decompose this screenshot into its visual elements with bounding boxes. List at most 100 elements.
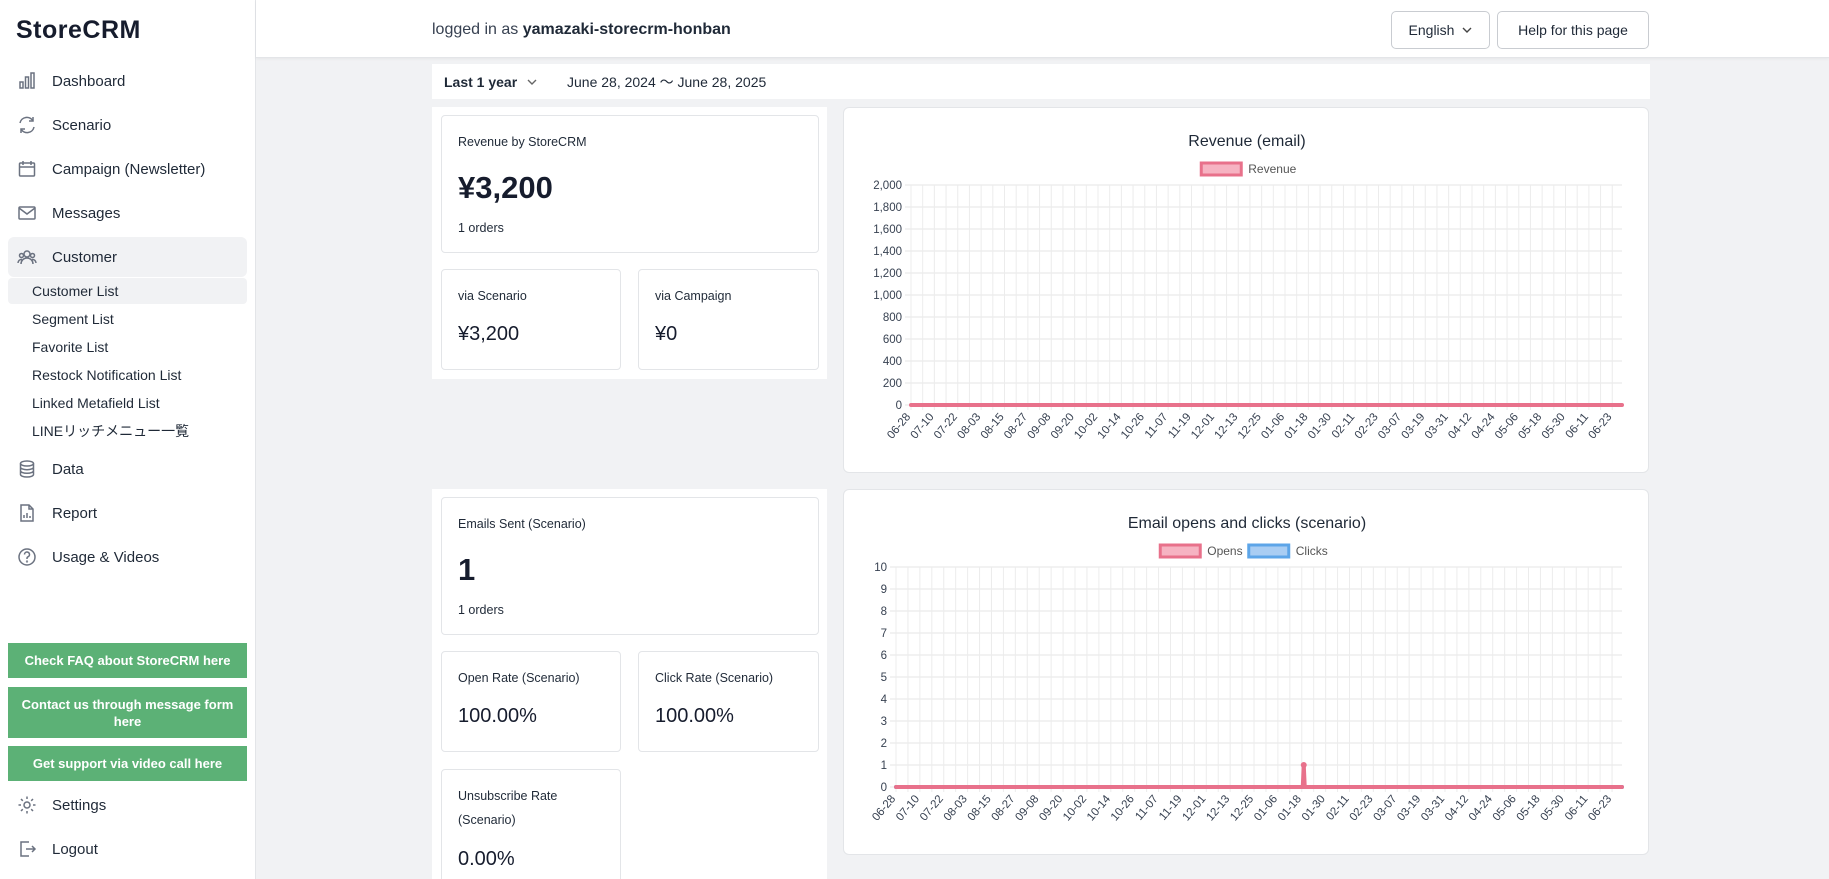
- x-tick-label: 06-23: [1586, 411, 1614, 441]
- x-tick-label: 03-31: [1423, 411, 1451, 441]
- via-campaign-card: via Campaign ¥0: [638, 269, 819, 370]
- x-tick-label: 02-11: [1324, 793, 1352, 823]
- sidebar-item-report[interactable]: Report: [8, 493, 247, 533]
- y-tick-label: 1,600: [873, 224, 902, 236]
- sidebar-sub-favorite-list[interactable]: Favorite List: [32, 339, 109, 355]
- open-rate-value: 100.00%: [458, 705, 537, 727]
- x-tick-label: 04-12: [1443, 793, 1471, 823]
- x-tick-label: 10-26: [1109, 793, 1137, 823]
- sidebar-item-logout[interactable]: Logout: [8, 829, 247, 869]
- sidebar-item-scenario[interactable]: Scenario: [8, 105, 247, 145]
- sidebar-item-customer[interactable]: Customer: [8, 237, 247, 277]
- revenue-summary-panel: Revenue by StoreCRM ¥3,200 1 orders via …: [432, 107, 827, 379]
- sidebar-item-label: Customer: [52, 248, 118, 266]
- help-button[interactable]: Help for this page: [1497, 11, 1649, 49]
- x-tick-label: 06-23: [1586, 793, 1614, 823]
- sidebar-sub-segment-list[interactable]: Segment List: [32, 311, 114, 327]
- sidebar-item-messages[interactable]: Messages: [8, 193, 247, 233]
- revenue-orders: 1 orders: [458, 221, 504, 235]
- sidebar-item-data[interactable]: Data: [8, 449, 247, 489]
- y-tick-label: 6: [881, 650, 887, 662]
- y-tick-label: 4: [881, 694, 888, 706]
- chart-svg: Revenue (email) Revenue 0 200 400 600 800 1,000…: [873, 133, 1624, 442]
- sidebar-sub-customer-list[interactable]: Customer List: [8, 278, 247, 304]
- x-tick-label: 07-22: [918, 793, 946, 823]
- sidebar-item-dashboard[interactable]: Dashboard: [8, 61, 247, 101]
- chevron-down-icon: [527, 79, 537, 85]
- x-tick-label: 06-28: [885, 411, 913, 441]
- unsubscribe-rate-value: 0.00%: [458, 848, 515, 870]
- language-select[interactable]: English: [1391, 11, 1490, 49]
- video-support-button[interactable]: Get support via video call here: [8, 746, 247, 781]
- via-scenario-value: ¥3,200: [458, 323, 520, 345]
- chart-title: Email opens and clicks (scenario): [1128, 515, 1366, 532]
- click-rate-value: 100.00%: [655, 705, 734, 727]
- x-tick-label: 02-23: [1353, 411, 1381, 441]
- logged-in-prefix: logged in as: [432, 21, 523, 38]
- sidebar-sub-metafield-list[interactable]: Linked Metafield List: [32, 395, 160, 411]
- y-tick-label: 3: [881, 716, 887, 728]
- x-tick-label: 05-18: [1516, 411, 1544, 441]
- x-tick-label: 08-15: [966, 793, 994, 823]
- x-tick-label: 12-13: [1204, 793, 1232, 823]
- chart-title: Revenue (email): [1188, 133, 1305, 150]
- sidebar-item-label: Messages: [52, 204, 121, 222]
- revenue-value: ¥3,200: [458, 170, 553, 205]
- period-range: June 28, 2024 〜 June 28, 2025: [567, 73, 767, 90]
- y-tick-label: 1,400: [873, 246, 902, 258]
- document-chart-icon: [17, 503, 37, 523]
- legend-label: Clicks: [1296, 544, 1328, 558]
- sidebar-item-settings[interactable]: Settings: [8, 785, 247, 825]
- x-tick-label: 02-11: [1330, 411, 1358, 441]
- y-tick-label: 0: [896, 400, 902, 412]
- y-tick-label: 10: [874, 562, 887, 574]
- y-tick-label: 600: [883, 334, 902, 346]
- y-tick-label: 7: [881, 628, 887, 640]
- bar-chart-icon: [17, 71, 37, 91]
- x-tick-label: 11-19: [1157, 793, 1185, 823]
- x-tick-label: 04-12: [1446, 411, 1474, 441]
- x-tick-label: 06-11: [1564, 411, 1592, 441]
- sidebar-item-campaign[interactable]: Campaign (Newsletter): [8, 149, 247, 189]
- x-tick-label: 03-07: [1371, 793, 1399, 823]
- x-tick-label: 09-08: [1025, 411, 1053, 441]
- revenue-card: Revenue by StoreCRM ¥3,200 1 orders: [441, 115, 819, 253]
- revenue-email-chart: Revenue (email) Revenue 0 200 400 600 800 1,000…: [843, 107, 1649, 473]
- x-tick-label: 05-06: [1491, 793, 1519, 823]
- calendar-icon: [17, 159, 37, 179]
- app-logo[interactable]: StoreCRM: [16, 16, 141, 44]
- period-select[interactable]: Last 1 year: [444, 64, 537, 99]
- legend-swatch: [1199, 161, 1243, 177]
- x-tick-label: 01-18: [1276, 793, 1304, 823]
- x-tick-label: 10-14: [1096, 411, 1124, 442]
- open-rate-card: Open Rate (Scenario) 100.00%: [441, 651, 621, 752]
- x-tick-label: 05-30: [1540, 411, 1568, 441]
- x-tick-label: 03-19: [1399, 411, 1427, 441]
- x-tick-label: 12-25: [1236, 411, 1264, 441]
- sidebar-sub-restock-list[interactable]: Restock Notification List: [32, 367, 182, 383]
- email-opens-clicks-chart: Email opens and clicks (scenario) Opens Cl…: [843, 489, 1649, 855]
- faq-button[interactable]: Check FAQ about StoreCRM here: [8, 643, 247, 678]
- x-tick-label: 04-24: [1470, 411, 1498, 442]
- sidebar-item-usage-videos[interactable]: Usage & Videos: [8, 537, 247, 577]
- unsubscribe-rate-card: Unsubscribe Rate (Scenario) 0.00%: [441, 769, 621, 879]
- open-rate-label: Open Rate (Scenario): [458, 671, 580, 685]
- x-tick-label: 08-03: [942, 793, 970, 823]
- y-tick-label: 800: [883, 312, 902, 324]
- y-tick-label: 2,000: [873, 180, 902, 192]
- x-tick-label: 01-06: [1259, 411, 1287, 441]
- y-tick-label: 0: [881, 782, 887, 794]
- x-tick-label: 07-22: [932, 411, 960, 441]
- x-tick-label: 07-10: [894, 793, 922, 823]
- chart-svg: Email opens and clicks (scenario) Opens Cl…: [870, 515, 1624, 823]
- x-tick-label: 12-25: [1228, 793, 1256, 823]
- contact-form-button[interactable]: Contact us through message form here: [8, 687, 247, 738]
- sidebar-sub-line-rich-menu[interactable]: LINEリッチメニュー一覧: [32, 423, 190, 439]
- emails-sent-label: Emails Sent (Scenario): [458, 517, 586, 531]
- x-tick-label: 12-13: [1212, 411, 1240, 441]
- via-scenario-label: via Scenario: [458, 289, 527, 303]
- y-tick-label: 1: [881, 760, 887, 772]
- x-tick-label: 05-18: [1515, 793, 1543, 823]
- legend-label: Opens: [1207, 544, 1242, 558]
- x-tick-label: 10-26: [1119, 411, 1147, 441]
